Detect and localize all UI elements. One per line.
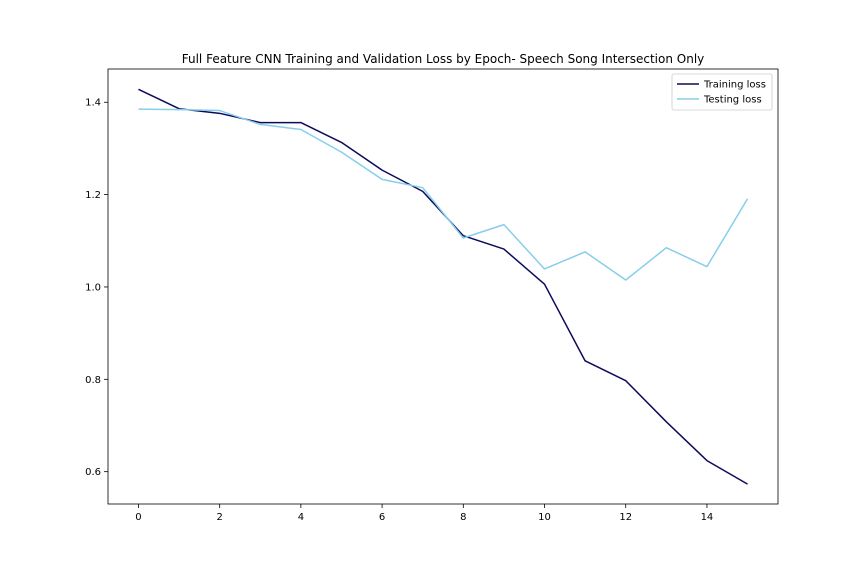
series-lines bbox=[138, 88, 749, 485]
legend-label: Training loss bbox=[703, 80, 766, 91]
y-tick-label: 1.4 bbox=[85, 98, 101, 109]
y-tick-label: 0.8 bbox=[85, 375, 101, 386]
x-tick-label: 4 bbox=[298, 512, 304, 523]
chart-title: Full Feature CNN Training and Validation… bbox=[182, 52, 705, 66]
x-tick-label: 6 bbox=[379, 512, 385, 523]
legend: Training loss Testing loss bbox=[671, 73, 773, 111]
y-tick-label: 1.0 bbox=[85, 282, 101, 293]
x-tick-label: 14 bbox=[701, 512, 714, 523]
plot-frame bbox=[107, 68, 779, 505]
y-tick-label: 0.6 bbox=[85, 467, 101, 478]
y-axis-ticks: 0.6 0.8 1.0 1.2 1.4 bbox=[85, 98, 108, 478]
x-tick-label: 10 bbox=[538, 512, 551, 523]
y-tick-label: 1.2 bbox=[85, 190, 101, 201]
series-line-testing-loss bbox=[138, 108, 749, 281]
x-tick-label: 12 bbox=[619, 512, 632, 523]
x-axis-ticks: 0 2 4 6 8 10 12 14 bbox=[135, 504, 713, 523]
x-tick-label: 8 bbox=[460, 512, 466, 523]
x-tick-label: 2 bbox=[216, 512, 222, 523]
x-tick-label: 0 bbox=[135, 512, 141, 523]
legend-box bbox=[671, 73, 773, 111]
legend-label: Testing loss bbox=[703, 95, 762, 106]
